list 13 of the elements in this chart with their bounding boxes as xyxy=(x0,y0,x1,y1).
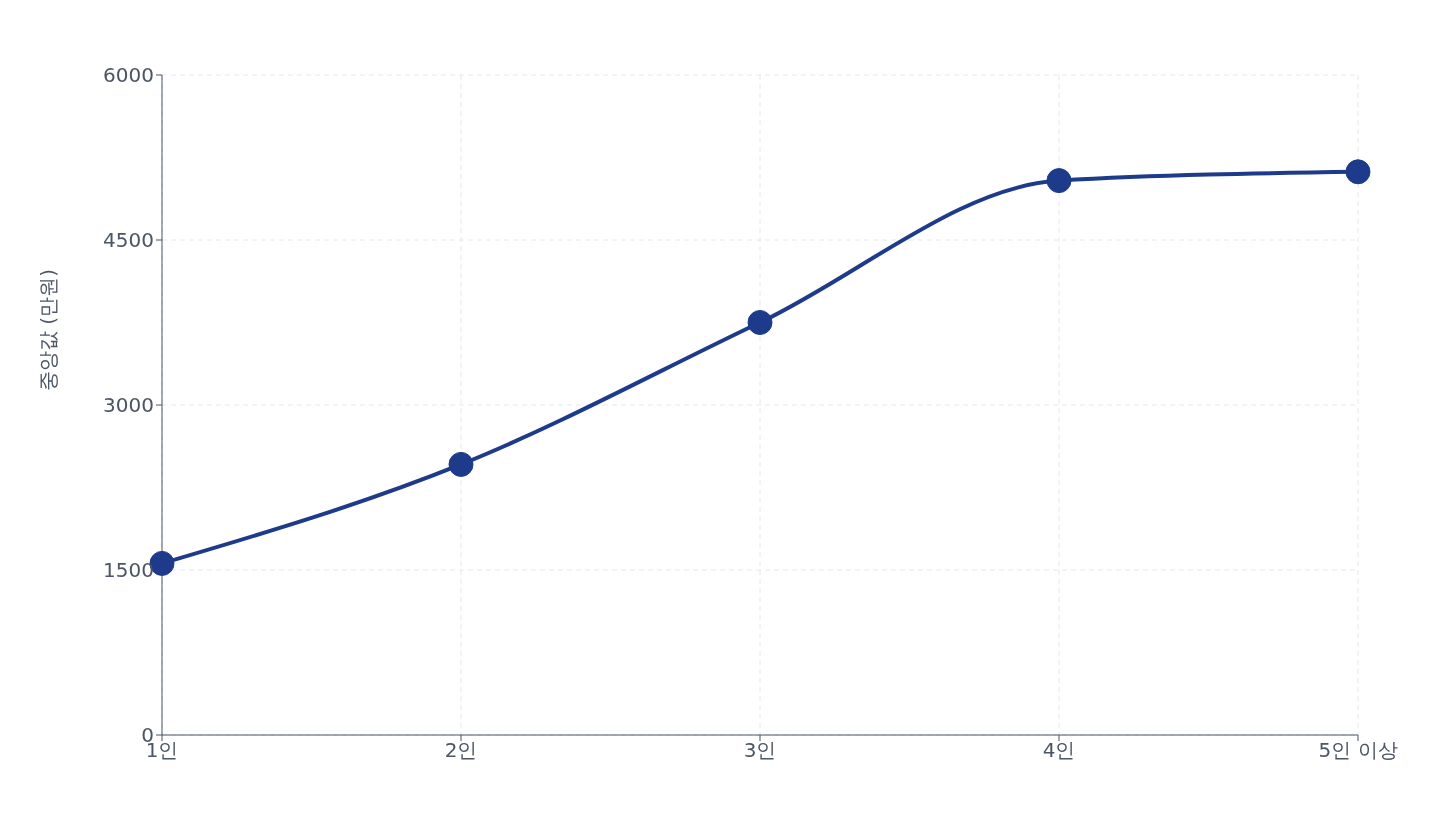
y-tick-label: 6000 xyxy=(103,63,154,88)
x-tick-label: 5인 이상 xyxy=(1318,738,1398,763)
point xyxy=(448,451,474,477)
y-tick-label: 3000 xyxy=(103,393,154,418)
x-tick-label: 3인 xyxy=(743,738,777,763)
x-tick-label: 4인 xyxy=(1042,738,1076,763)
x-tick-label: 2인 xyxy=(444,738,478,763)
point xyxy=(1046,168,1072,194)
y-tick-label: 1500 xyxy=(103,558,154,583)
point xyxy=(747,310,773,335)
point xyxy=(1345,159,1371,185)
y-axis-title: 중앙값 (만원) xyxy=(36,269,61,391)
y-tick-label: 4500 xyxy=(103,228,154,253)
